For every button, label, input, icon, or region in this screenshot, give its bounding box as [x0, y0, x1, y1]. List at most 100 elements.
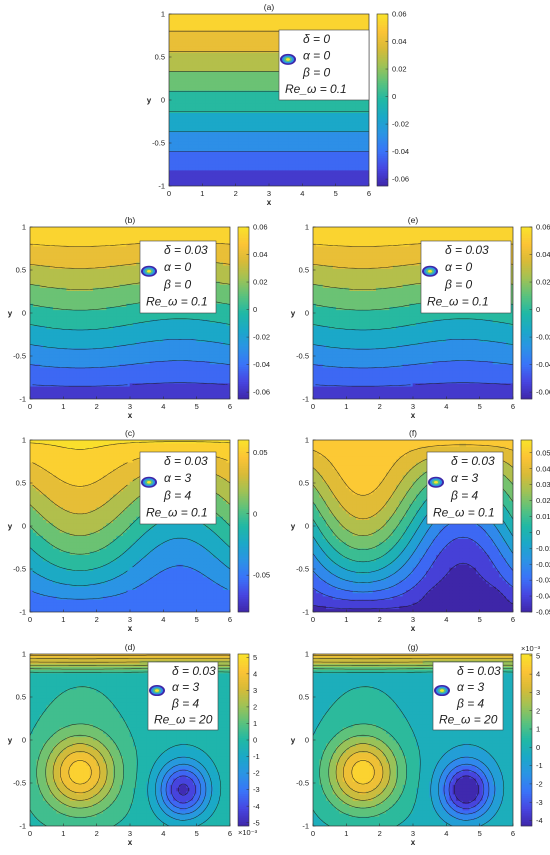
contour-cell	[235, 74, 240, 79]
contour-cell	[242, 109, 246, 114]
contour-cell	[215, 144, 220, 149]
contour-cell	[182, 102, 186, 107]
contour-cell	[192, 77, 196, 82]
contour-cell	[49, 322, 54, 327]
contour-cell	[265, 42, 270, 47]
contour-cell	[208, 32, 213, 37]
contour-cell	[262, 147, 266, 152]
contour-cell	[235, 153, 240, 158]
contour-cell	[258, 115, 263, 120]
contour-cell	[49, 252, 54, 256]
contour-cell	[93, 315, 97, 320]
contour-cell	[255, 14, 260, 18]
contour-cell	[123, 280, 127, 285]
contour-cell	[305, 144, 310, 149]
contour-cell	[86, 271, 91, 276]
contour-cell	[96, 370, 101, 374]
contour-cell	[295, 137, 300, 142]
contour-cell	[172, 23, 176, 28]
contour-cell	[116, 229, 121, 234]
contour-cell	[215, 125, 220, 129]
contour-cell	[73, 268, 77, 272]
contour-cell	[178, 51, 183, 56]
contour-cell	[322, 131, 326, 136]
contour-cell	[255, 157, 260, 161]
contour-cell	[332, 26, 336, 31]
contour-cell	[248, 182, 253, 186]
legend-entry: α = 0	[303, 49, 331, 63]
contour-cell	[116, 287, 121, 292]
contour-cell	[59, 379, 64, 384]
contour-cell	[113, 341, 117, 346]
contour-cell	[126, 258, 131, 263]
contour-cell	[235, 169, 240, 174]
contour-cell	[33, 309, 37, 314]
contour-cell	[202, 137, 206, 142]
contour-cell	[46, 385, 51, 390]
contour-cell	[248, 169, 253, 174]
contour-cell	[325, 176, 330, 180]
contour-cell	[308, 157, 313, 161]
contour-cell	[53, 227, 57, 231]
contour-cell	[73, 280, 77, 285]
contour-cell	[99, 319, 104, 323]
contour-cell	[212, 83, 216, 88]
contour-cell	[103, 357, 107, 362]
contour-cell	[93, 280, 97, 285]
contour-cell	[69, 236, 74, 241]
contour-cell	[93, 306, 97, 311]
contour-cell	[232, 112, 236, 117]
contour-cell	[36, 236, 41, 241]
contour-cell	[322, 179, 326, 184]
contour-cell	[218, 26, 223, 31]
contour-cell	[83, 385, 87, 390]
contour-cell	[73, 392, 77, 397]
contour-cell	[99, 366, 104, 371]
contour-cell	[262, 80, 266, 85]
contour-cell	[175, 115, 180, 120]
contour-cell	[265, 71, 270, 75]
contour-cell	[188, 45, 193, 50]
contour-cell	[43, 347, 47, 352]
contour-cell	[182, 118, 186, 123]
contour-cell	[292, 109, 296, 114]
contour-cell	[288, 134, 293, 139]
contour-cell	[225, 58, 230, 63]
contour-cell	[83, 268, 87, 272]
contour-cell	[252, 141, 256, 145]
contour-cell	[182, 35, 186, 40]
contour-cell	[308, 106, 313, 110]
contour-cell	[86, 373, 91, 378]
contour-cell	[215, 83, 220, 88]
contour-cell	[116, 373, 121, 378]
contour-cell	[255, 42, 260, 47]
contour-cell	[285, 160, 290, 165]
contour-cell	[252, 163, 256, 168]
colorbar-frame	[376, 13, 389, 187]
contour-cell	[235, 42, 240, 47]
contour-cell	[252, 179, 256, 184]
contour-cell	[175, 147, 180, 152]
contour-cell	[255, 29, 260, 34]
contour-cell	[93, 242, 97, 247]
contour-cell	[315, 125, 320, 129]
contour-cell	[325, 125, 330, 129]
contour-cell	[262, 166, 266, 171]
contour-cell	[278, 134, 283, 139]
contour-cell	[225, 42, 230, 47]
contour-cell	[66, 255, 71, 260]
contour-cell	[89, 258, 94, 263]
contour-cell	[106, 379, 111, 384]
contour-cell	[225, 51, 230, 56]
contour-cell	[355, 106, 360, 110]
contour-cell	[175, 112, 180, 117]
contour-cell	[46, 306, 51, 311]
contour-cell	[235, 20, 240, 24]
contour-cell	[275, 147, 280, 152]
contour-cell	[208, 115, 213, 120]
contour-cell	[302, 179, 306, 184]
contour-cell	[268, 118, 273, 123]
contour-cell	[103, 296, 107, 301]
contour-cell	[83, 248, 87, 253]
contour-cell	[185, 80, 190, 85]
